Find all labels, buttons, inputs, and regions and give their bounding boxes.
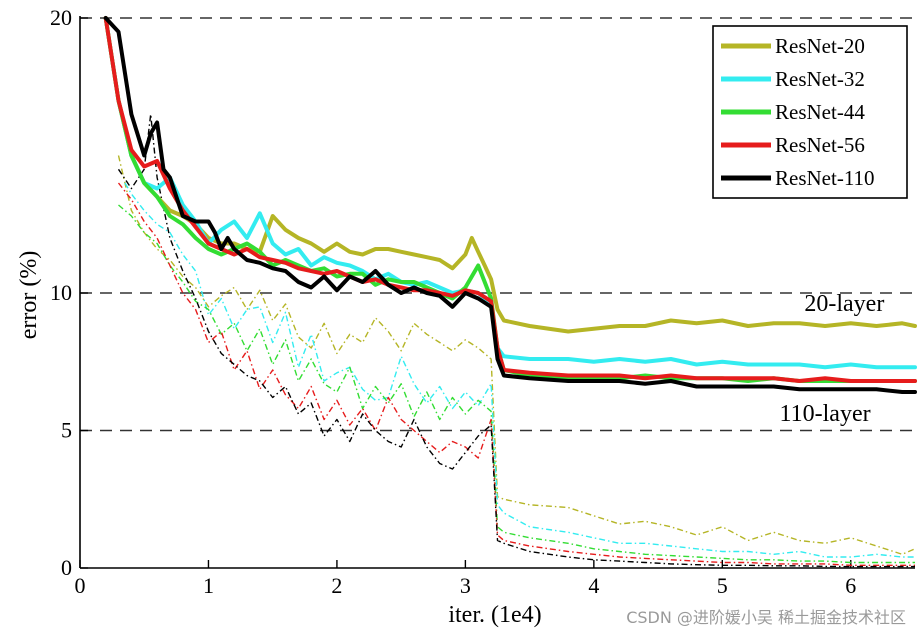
train-line-resnet-110 [117, 113, 915, 568]
x-tick-label: 4 [588, 573, 599, 598]
annotations: 20-layer 110-layer [780, 291, 885, 427]
test-line-resnet-56 [103, 16, 917, 383]
legend-label: ResNet-44 [775, 100, 865, 124]
legend-label: ResNet-32 [775, 67, 865, 91]
legend: ResNet-20 ResNet-32 ResNet-44 ResNet-56 ResN… [712, 25, 908, 199]
annotation-label: 20-layer [804, 291, 884, 317]
train-line-resnet-20 [117, 155, 916, 555]
x-tick-label: 2 [331, 573, 342, 598]
annotation-label: 110-layer [780, 401, 871, 427]
x-axis-label: iter. (1e4) [448, 602, 541, 628]
x-tick-label: 0 [75, 573, 86, 598]
legend-label: ResNet-110 [775, 166, 875, 190]
x-tick-label: 5 [717, 573, 728, 598]
x-tick-label: 1 [203, 573, 214, 598]
y-tick-label: 20 [50, 5, 72, 30]
test-line-resnet-110 [103, 16, 917, 394]
train-line-resnet-44 [118, 204, 915, 564]
train-line-resnet-56 [117, 182, 915, 566]
y-tick-label: 0 [61, 555, 72, 580]
training-error-curves [117, 113, 916, 568]
legend-label: ResNet-56 [775, 133, 865, 157]
axes: 0 1 2 3 4 5 6 0 5 10 20 [50, 5, 915, 598]
train-line-resnet-32 [124, 182, 915, 558]
y-tick-label: 10 [50, 280, 72, 305]
x-tick-label: 3 [460, 573, 471, 598]
legend-label: ResNet-20 [775, 34, 865, 58]
watermark-text: CSDN @进阶媛小吴 稀土掘金技术社区 [626, 608, 906, 627]
y-axis-label: error (%) [16, 251, 42, 340]
test-error-curves [103, 16, 917, 394]
x-tick-label: 6 [845, 573, 856, 598]
y-tick-label: 5 [61, 418, 72, 443]
